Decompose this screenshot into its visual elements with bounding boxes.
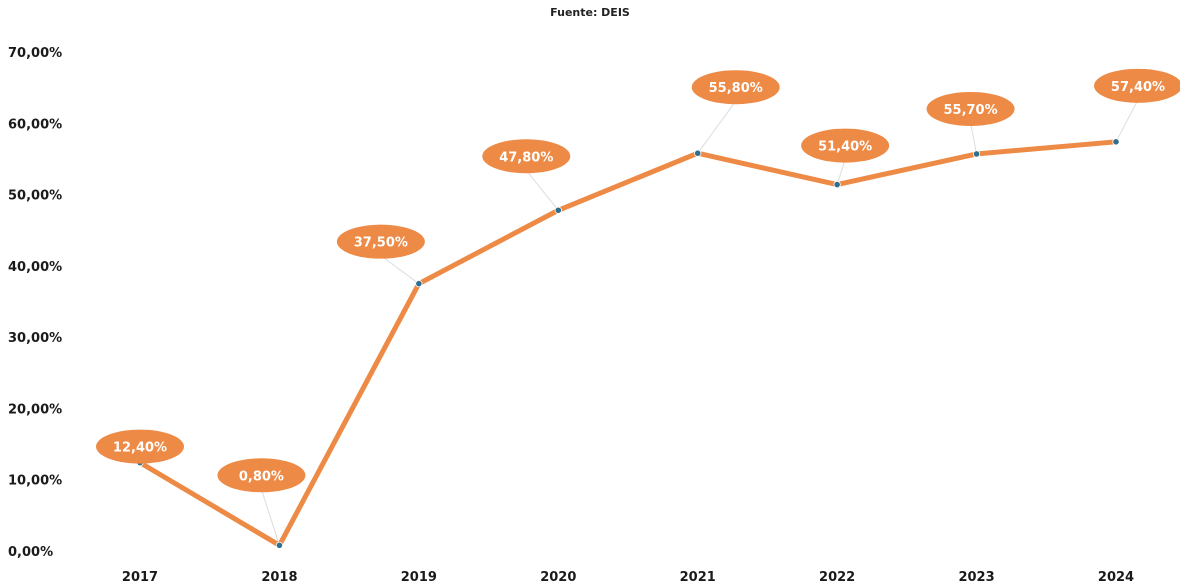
data-point-2023 bbox=[973, 151, 979, 157]
y-tick-label: 20,00% bbox=[8, 402, 62, 417]
data-label-2019: 37,50% bbox=[337, 225, 425, 259]
y-tick-label: 0,00% bbox=[8, 545, 53, 560]
leader-line bbox=[526, 170, 558, 210]
data-point-2018 bbox=[276, 542, 282, 548]
leader-line bbox=[698, 101, 736, 153]
x-tick-label: 2017 bbox=[122, 570, 158, 585]
data-label-2023: 55,70% bbox=[927, 92, 1015, 126]
x-tick-label: 2022 bbox=[819, 570, 855, 585]
data-labels: 12,40% 0,80% 37,50% 47,80% 55,80% 51,40% 55,70… bbox=[96, 69, 1180, 492]
y-tick-label: 40,00% bbox=[8, 260, 62, 275]
leader-line bbox=[381, 256, 419, 284]
data-label-2022: 51,40% bbox=[801, 129, 889, 163]
y-axis: 0,00% 10,00% 20,00% 30,00% 40,00% 50,00% 60,00… bbox=[8, 46, 62, 560]
chart-subtitle: Fuente: DEIS bbox=[550, 6, 630, 19]
data-label-text: 0,80% bbox=[239, 469, 284, 484]
data-label-text: 55,70% bbox=[943, 103, 997, 118]
data-point-2022 bbox=[834, 181, 840, 187]
data-point-2020 bbox=[555, 207, 561, 213]
y-tick-label: 30,00% bbox=[8, 331, 62, 346]
x-axis: 2017 2018 2019 2020 2021 2022 2023 2024 bbox=[122, 570, 1134, 585]
x-tick-label: 2018 bbox=[261, 570, 297, 585]
y-tick-label: 70,00% bbox=[8, 46, 62, 61]
data-point-2021 bbox=[695, 150, 701, 156]
data-label-text: 37,50% bbox=[354, 236, 408, 251]
data-label-text: 51,40% bbox=[818, 140, 872, 155]
y-tick-label: 60,00% bbox=[8, 117, 62, 132]
leader-line bbox=[1116, 100, 1138, 142]
data-label-2021: 55,80% bbox=[692, 70, 780, 104]
data-point-2024 bbox=[1113, 139, 1119, 145]
x-tick-label: 2024 bbox=[1098, 570, 1134, 585]
data-label-text: 47,80% bbox=[499, 150, 553, 165]
data-label-text: 12,40% bbox=[113, 441, 167, 456]
data-label-text: 57,40% bbox=[1111, 80, 1165, 95]
x-tick-label: 2023 bbox=[958, 570, 994, 585]
data-label-2018: 0,80% bbox=[217, 458, 305, 492]
leader-line bbox=[971, 123, 977, 154]
data-label-text: 55,80% bbox=[709, 81, 763, 96]
data-point-2019 bbox=[416, 280, 422, 286]
x-tick-label: 2021 bbox=[680, 570, 716, 585]
y-tick-label: 50,00% bbox=[8, 189, 62, 204]
y-tick-label: 10,00% bbox=[8, 474, 62, 489]
data-label-2020: 47,80% bbox=[482, 139, 570, 173]
x-tick-label: 2019 bbox=[401, 570, 437, 585]
data-label-2017: 12,40% bbox=[96, 430, 184, 464]
x-tick-label: 2020 bbox=[540, 570, 576, 585]
data-label-2024: 57,40% bbox=[1094, 69, 1180, 103]
